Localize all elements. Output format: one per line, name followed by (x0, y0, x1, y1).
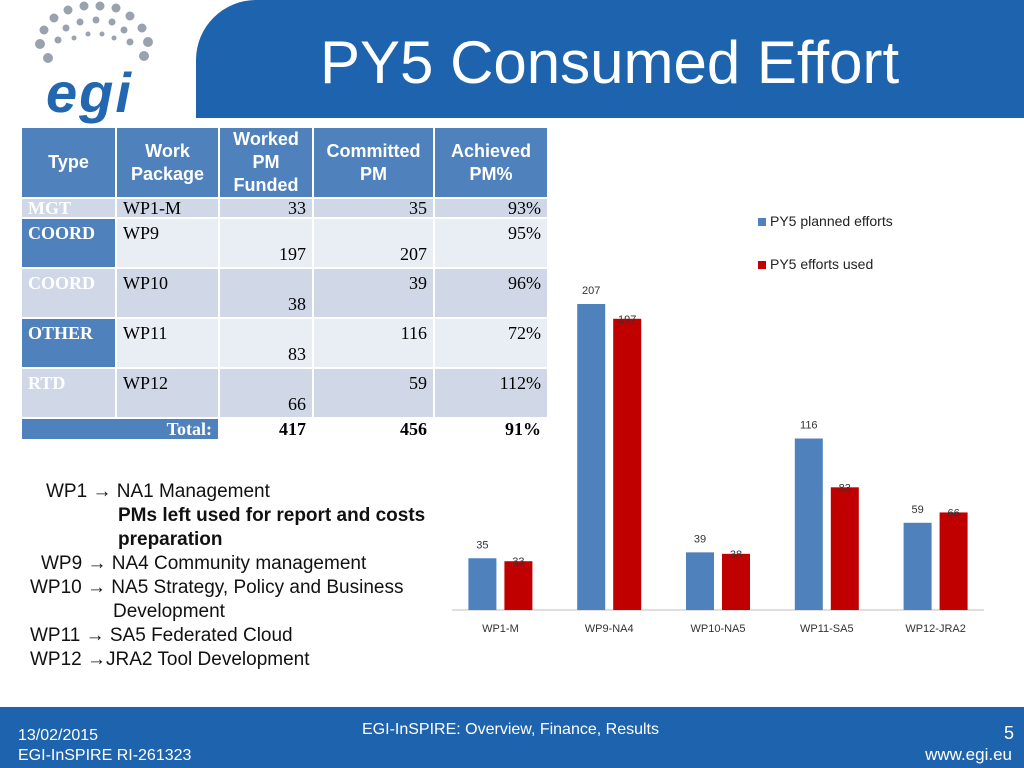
row-achieved: 72% (435, 319, 547, 367)
legend-label: PY5 planned efforts (770, 213, 893, 229)
bar-used (939, 512, 968, 610)
data-label: 59 (911, 504, 923, 516)
row-achieved: 112% (435, 369, 547, 417)
data-label: 39 (694, 533, 706, 545)
data-label: 83 (839, 482, 851, 494)
header-type: Type (22, 128, 115, 197)
bar-used (504, 561, 533, 610)
bar-planned (468, 558, 497, 610)
page-number: 5 (1003, 723, 1014, 743)
logo-dots-icon (35, 1, 153, 63)
row-funded: 83 (220, 319, 312, 367)
row-funded: 33 (220, 199, 312, 217)
row-type: RTD (22, 369, 115, 417)
row-work-package: WP12 (117, 369, 218, 417)
note-line: WP9 → NA4 Community management (41, 553, 367, 574)
x-tick-label: WP9-NA4 (585, 623, 634, 635)
table-header-row: Type Work Package Worked PM Funded Commi… (22, 128, 547, 197)
row-achieved: 93% (435, 199, 547, 217)
table-row: RTD WP12 66 59 112% (22, 369, 547, 417)
total-funded: 417 (220, 419, 312, 439)
bar-planned (794, 438, 823, 610)
x-tick-label: WP10-NA5 (690, 623, 745, 635)
header-committed-pm: Committed PM (314, 128, 433, 197)
row-achieved: 95% (435, 219, 547, 267)
row-funded: 38 (220, 269, 312, 317)
x-tick-label: WP12-JRA2 (905, 623, 966, 635)
note-line: WP10 → NA5 Strategy, Policy and Business (30, 577, 404, 598)
data-label: 66 (947, 507, 959, 519)
table-row: OTHER WP11 83 116 72% (22, 319, 547, 367)
bar-used (613, 318, 642, 610)
note-line: WP12 →JRA2 Tool Development (30, 649, 310, 670)
row-work-package: WP1-M (117, 199, 218, 217)
row-achieved: 96% (435, 269, 547, 317)
logo-text: egi (46, 61, 133, 124)
bar-planned (903, 522, 932, 610)
row-type: COORD (22, 269, 115, 317)
data-label: 35 (476, 539, 488, 551)
data-label: 38 (730, 549, 742, 561)
row-work-package: WP9 (117, 219, 218, 267)
header-achieved-pm: Achieved PM% (435, 128, 547, 197)
table-row: COORD WP9 197 207 95% (22, 219, 547, 267)
bar-planned (577, 304, 606, 610)
wp-notes: WP1 → NA1 Management PMs left used for r… (30, 480, 425, 672)
footer-date: 13/02/2015 (18, 727, 99, 744)
note-line: Development (113, 601, 225, 622)
row-funded: 197 (220, 219, 312, 267)
footer-presentation-title: EGI-InSPIRE: Overview, Finance, Results (362, 721, 659, 738)
row-committed: 35 (314, 199, 433, 217)
slide-header: egi PY5 Consumed Effort (0, 0, 1024, 124)
data-label: 33 (512, 556, 524, 568)
note-line: WP1 → NA1 Management (46, 481, 270, 502)
slide-footer: 13/02/2015 EGI-InSPIRE RI-261323 EGI-InS… (0, 707, 1024, 768)
row-type: MGT (22, 199, 115, 217)
row-type: OTHER (22, 319, 115, 367)
egi-logo: egi (18, 0, 178, 124)
data-label: 197 (618, 314, 636, 326)
note-line: PMs left used for report and costs (118, 505, 426, 526)
title-bar (196, 0, 1024, 118)
footer-project-id: EGI-InSPIRE RI-261323 (18, 747, 192, 764)
row-committed: 207 (314, 219, 433, 267)
effort-table: Type Work Package Worked PM Funded Commi… (20, 126, 549, 441)
note-line: WP11 → SA5 Federated Cloud (30, 625, 293, 646)
row-committed: 39 (314, 269, 433, 317)
legend-label: PY5 efforts used (770, 256, 873, 272)
header-work-package: Work Package (117, 128, 218, 197)
row-work-package: WP11 (117, 319, 218, 367)
row-type: COORD (22, 219, 115, 267)
total-committed: 456 (314, 419, 433, 439)
total-achieved: 91% (435, 419, 547, 439)
legend-swatch (758, 261, 766, 269)
row-funded: 66 (220, 369, 312, 417)
header-worked-pm-funded: Worked PM Funded (220, 128, 312, 197)
total-label: Total: (22, 419, 218, 439)
effort-bar-chart: 35 33 WP1-M 207 197 WP9-NA4 39 38 WP10-NA5 116 83 W… (452, 213, 984, 635)
row-committed: 116 (314, 319, 433, 367)
data-label: 207 (582, 285, 600, 297)
data-label: 116 (800, 420, 818, 432)
slide-title: PY5 Consumed Effort (320, 29, 900, 96)
table-row: MGT WP1-M 33 35 93% (22, 199, 547, 217)
row-committed: 59 (314, 369, 433, 417)
x-tick-label: WP1-M (482, 623, 519, 635)
note-line: preparation (118, 529, 223, 550)
table-total-row: Total: 417 456 91% (22, 419, 547, 439)
x-tick-label: WP11-SA5 (800, 623, 854, 635)
row-work-package: WP10 (117, 269, 218, 317)
bar-used (722, 553, 750, 610)
legend-swatch (758, 218, 766, 226)
table-row: COORD WP10 38 39 96% (22, 269, 547, 317)
bar-planned (686, 552, 714, 610)
bar-used (830, 487, 859, 610)
footer-url[interactable]: www.egi.eu (925, 745, 1012, 764)
